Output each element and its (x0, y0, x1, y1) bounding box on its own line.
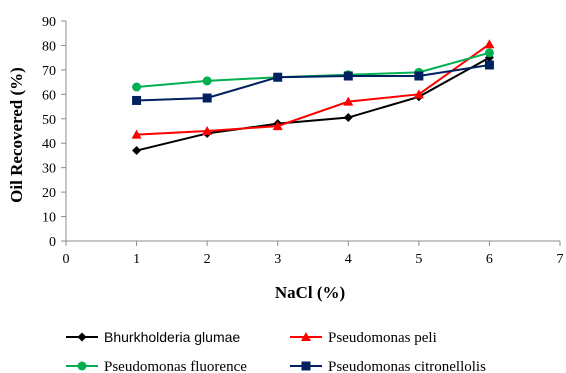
data-point (202, 76, 212, 86)
y-tick-label: 90 (42, 15, 56, 30)
x-axis-title: NaCl (%) (275, 283, 345, 302)
data-point (132, 82, 142, 92)
series-3 (132, 60, 494, 105)
data-point (272, 121, 283, 131)
x-tick-label: 1 (133, 252, 140, 267)
data-point (131, 129, 142, 139)
data-point (132, 95, 142, 105)
series-layer (131, 39, 495, 156)
y-tick-label: 40 (42, 137, 56, 152)
series-1 (131, 39, 495, 139)
data-point (484, 48, 494, 58)
legend-item-3: Pseudomonas citronellolis (290, 359, 486, 373)
y-tick-label: 80 (42, 39, 56, 54)
data-point (202, 93, 212, 103)
legend-label: Bhurkholderia glumae (104, 329, 240, 345)
x-tick-label: 6 (486, 252, 493, 267)
data-point (343, 113, 353, 123)
y-tick-label: 50 (42, 113, 56, 128)
legend-item-0: Bhurkholderia glumae (66, 329, 240, 345)
x-tick-label: 2 (204, 252, 211, 267)
data-point (414, 71, 424, 81)
y-ticks: 0 10 20 30 40 50 60 70 80 90 (42, 15, 66, 250)
series-line (136, 43, 491, 136)
y-tick-label: 20 (42, 186, 56, 201)
data-point (273, 72, 283, 82)
x-tick-label: 3 (274, 252, 281, 267)
legend: Bhurkholderia glumae Pseudomonas peli Pseu… (66, 329, 486, 373)
axes (65, 21, 560, 242)
data-point (484, 39, 495, 49)
series-0 (132, 53, 494, 156)
y-tick-label: 60 (42, 88, 56, 103)
x-tick-label: 4 (345, 252, 352, 267)
legend-label: Pseudomonas fluorence (104, 359, 247, 373)
y-tick-label: 10 (42, 211, 56, 226)
legend-label: Pseudomonas citronellolis (328, 359, 486, 373)
legend-marker (77, 361, 87, 371)
data-point (343, 96, 354, 106)
series-line (136, 64, 490, 102)
y-tick-label: 70 (42, 64, 56, 79)
legend-marker (77, 332, 87, 342)
legend-item-2: Pseudomonas fluorence (66, 359, 247, 373)
x-tick-label: 0 (63, 252, 70, 267)
y-tick-label: 30 (42, 162, 56, 177)
data-point (202, 126, 213, 135)
x-tick-label: 5 (415, 252, 422, 267)
y-tick-label: 0 (49, 235, 56, 250)
legend-label: Pseudomonas peli (328, 330, 437, 346)
legend-marker (301, 361, 311, 371)
legend-item-1: Pseudomonas peli (290, 330, 437, 346)
data-point (343, 71, 353, 81)
data-point (484, 60, 494, 70)
x-tick-label: 7 (557, 252, 564, 267)
data-point (413, 89, 424, 99)
series-line (136, 56, 490, 152)
data-point (132, 146, 142, 156)
legend-marker (301, 332, 311, 341)
y-axis-title: Oil Recovered (%) (7, 67, 26, 203)
x-ticks: 0 1 2 3 4 5 6 7 (63, 241, 564, 267)
